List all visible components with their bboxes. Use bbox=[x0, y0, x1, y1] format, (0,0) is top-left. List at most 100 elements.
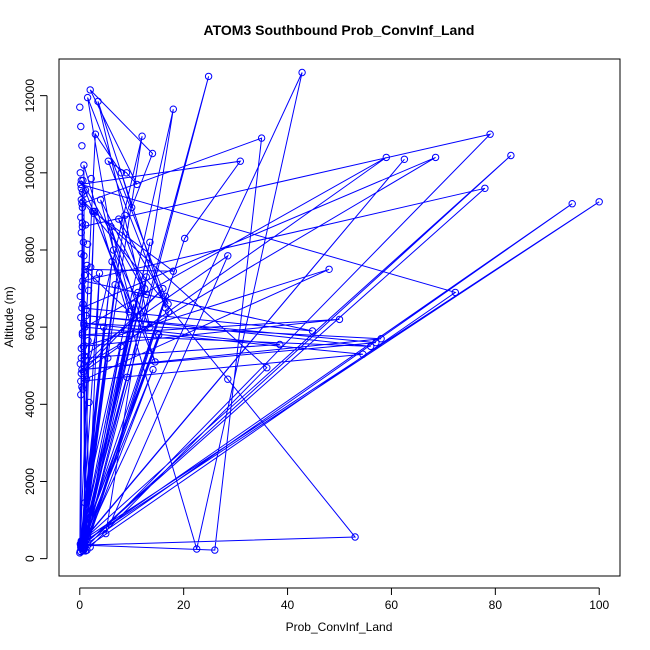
data-point bbox=[155, 331, 163, 339]
data-point bbox=[104, 157, 113, 165]
data-point bbox=[79, 300, 87, 308]
data-point bbox=[87, 263, 95, 271]
data-point bbox=[79, 367, 88, 376]
data-point bbox=[82, 306, 90, 314]
data-point bbox=[108, 257, 116, 266]
data-point bbox=[122, 169, 131, 177]
data-point bbox=[193, 545, 201, 553]
data-point bbox=[351, 533, 359, 541]
data-point bbox=[367, 342, 375, 351]
data-point bbox=[78, 331, 87, 339]
data-point bbox=[211, 546, 219, 554]
data-point bbox=[128, 203, 136, 212]
data-point bbox=[78, 203, 87, 212]
data-point bbox=[78, 142, 86, 150]
data-point bbox=[377, 335, 385, 343]
data-point bbox=[263, 364, 271, 372]
data-point bbox=[100, 323, 108, 331]
data-point bbox=[117, 169, 126, 177]
x-tick-label: 20 bbox=[177, 598, 191, 612]
data-point bbox=[83, 93, 92, 102]
data-point bbox=[76, 292, 85, 300]
data-point bbox=[169, 105, 178, 113]
data-point bbox=[80, 352, 89, 360]
y-tick-label: 8000 bbox=[23, 236, 37, 263]
x-tick-label: 60 bbox=[385, 598, 399, 612]
data-point bbox=[138, 132, 146, 140]
data-point bbox=[79, 176, 87, 185]
data-point bbox=[159, 284, 167, 293]
data-point bbox=[78, 329, 87, 337]
data-point bbox=[84, 286, 93, 295]
data-point bbox=[81, 186, 90, 194]
series-0 bbox=[76, 68, 603, 557]
data-point bbox=[133, 180, 141, 189]
data-point bbox=[142, 273, 151, 281]
data-point bbox=[236, 157, 245, 165]
series-1 bbox=[76, 207, 173, 556]
data-point bbox=[169, 267, 178, 275]
data-point bbox=[77, 391, 85, 399]
y-axis: 0 2000 4000 6000 8000 10000 12000 bbox=[23, 79, 48, 562]
data-point bbox=[276, 340, 284, 349]
x-tick-label: 100 bbox=[589, 598, 609, 612]
data-point bbox=[151, 358, 159, 366]
data-point bbox=[87, 174, 95, 183]
data-series bbox=[76, 68, 603, 557]
data-point bbox=[107, 223, 115, 231]
data-point bbox=[86, 86, 94, 94]
data-point bbox=[83, 240, 92, 248]
data-point bbox=[181, 234, 189, 243]
data-point bbox=[78, 282, 86, 291]
data-point bbox=[80, 190, 88, 198]
data-point bbox=[224, 252, 232, 260]
data-point bbox=[130, 300, 138, 308]
data-point bbox=[77, 344, 86, 353]
data-point bbox=[76, 360, 85, 368]
data-point bbox=[84, 336, 92, 345]
data-point bbox=[80, 271, 89, 279]
data-point bbox=[298, 68, 306, 77]
chart-title: ATOM3 Southbound Prob_ConvInf_Land bbox=[204, 22, 475, 38]
data-point bbox=[90, 209, 98, 218]
data-point bbox=[79, 198, 87, 206]
data-point bbox=[77, 213, 85, 221]
series-line bbox=[79, 211, 170, 552]
data-point bbox=[204, 72, 213, 81]
data-point bbox=[96, 196, 105, 204]
data-point bbox=[79, 342, 88, 351]
y-tick-label: 6000 bbox=[23, 313, 37, 340]
data-point bbox=[161, 292, 170, 300]
data-point bbox=[79, 238, 88, 247]
series-line bbox=[79, 72, 600, 553]
x-tick-label: 0 bbox=[76, 598, 83, 612]
data-point bbox=[91, 130, 100, 138]
data-point bbox=[117, 342, 125, 351]
data-point bbox=[104, 354, 112, 362]
plot-frame bbox=[58, 58, 621, 577]
data-point bbox=[80, 321, 88, 329]
data-point bbox=[76, 103, 84, 111]
data-point bbox=[146, 323, 154, 331]
y-tick-label: 0 bbox=[23, 555, 37, 562]
data-point bbox=[82, 375, 91, 383]
data-point bbox=[102, 529, 110, 538]
x-tick-label: 40 bbox=[281, 598, 295, 612]
data-point bbox=[224, 375, 232, 383]
x-axis-label: Prob_ConvInf_Land bbox=[286, 620, 393, 634]
data-point bbox=[76, 547, 85, 555]
data-point bbox=[335, 315, 344, 324]
data-point bbox=[568, 200, 576, 208]
data-point bbox=[164, 300, 172, 308]
data-point bbox=[92, 275, 101, 283]
data-point bbox=[77, 122, 85, 131]
data-point bbox=[507, 151, 515, 160]
data-point bbox=[148, 149, 157, 158]
data-point bbox=[134, 288, 142, 297]
data-point bbox=[431, 153, 440, 162]
y-tick-label: 2000 bbox=[23, 468, 37, 495]
x-axis: 0 20 40 60 80 100 bbox=[76, 587, 610, 612]
data-point bbox=[382, 153, 390, 162]
data-point bbox=[142, 290, 151, 299]
data-point bbox=[359, 350, 367, 358]
